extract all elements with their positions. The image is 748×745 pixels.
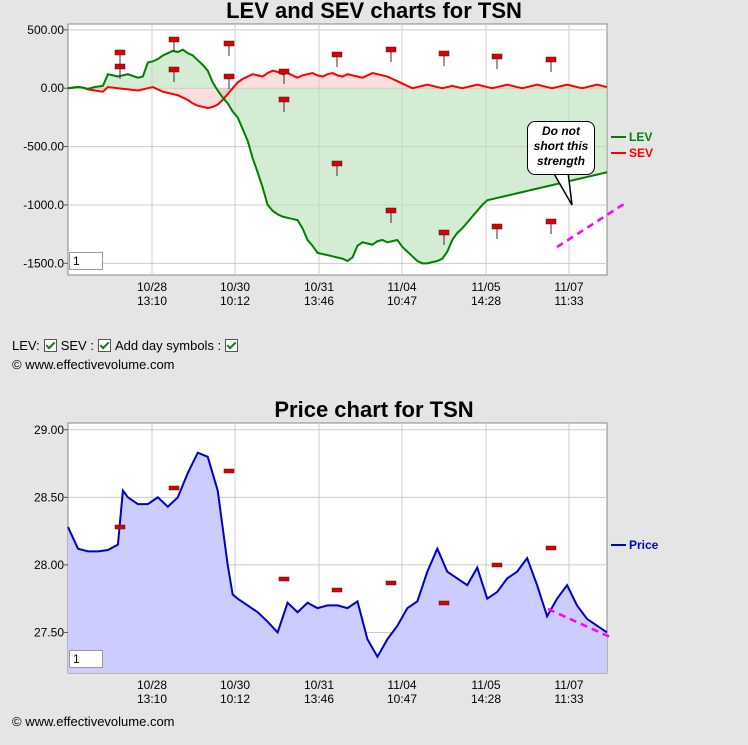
lev-area-fill (68, 49, 607, 264)
lev-xtick-label: 11/04 (387, 280, 416, 294)
price-chart-title: Price chart for TSN (274, 397, 474, 422)
day-symbols-checkbox[interactable] (225, 339, 239, 352)
price-xtick-label: 10/30 (220, 678, 250, 692)
day-symbol-flag (385, 46, 397, 53)
day-symbol-flag (168, 36, 180, 43)
day-symbol-flag (114, 49, 126, 56)
lev-ytick-label: 500.00 (27, 23, 64, 37)
callout-note: Do not short this strength (527, 121, 595, 175)
lev-xtick-label: 11/05 (471, 280, 500, 294)
day-symbol-flag (223, 468, 235, 474)
copyright-top: © www.effectivevolume.com (12, 357, 175, 372)
price-xtick-label: 11/05 (471, 678, 500, 692)
day-symbol-flag (223, 40, 235, 47)
price-xtick-label: 11:33 (554, 692, 583, 706)
lev-xtick-label: 10/31 (304, 280, 334, 294)
lev-xtick-label: 14:28 (471, 294, 501, 308)
day-symbol-flag (491, 562, 503, 568)
lev-zoom-input[interactable]: 1 (69, 252, 103, 270)
sev-checkbox-label: SEV : (60, 338, 94, 353)
lev-ytick-label: -1000.0 (23, 198, 64, 212)
lev-sev-chart-title: LEV and SEV charts for TSN (226, 0, 522, 23)
lev-ytick-label: -1500.0 (23, 256, 64, 270)
series-controls: LEV: SEV : Add day symbols : (12, 338, 239, 353)
copyright-bottom: © www.effectivevolume.com (12, 714, 175, 729)
day-symbol-flag (438, 229, 450, 236)
price-ytick-label: 27.50 (34, 625, 64, 639)
day-symbol-flag (223, 73, 235, 80)
sev-area-fill (68, 70, 607, 109)
callout-text: Do not short this strength (533, 124, 589, 168)
day-symbol-flag (168, 66, 180, 73)
price-zoom-input[interactable]: 1 (69, 650, 103, 668)
price-xtick-label: 13:46 (304, 692, 334, 706)
legend-price-label: Price (629, 538, 659, 552)
lev-xtick-label: 13:10 (137, 294, 167, 308)
legend-lev-label: LEV (629, 130, 652, 144)
day-symbol-flag (114, 63, 126, 70)
day-symbol-flag (545, 545, 557, 551)
lev-ytick-label: 0.00 (41, 81, 65, 95)
day-symbol-flag (331, 51, 343, 58)
price-ytick-label: 28.50 (34, 490, 64, 504)
day-symbol-flag (168, 485, 180, 491)
day-symbol-flag (438, 600, 450, 606)
price-xtick-label: 10:47 (387, 692, 417, 706)
lev-ytick-label: -500.00 (23, 140, 64, 154)
lev-xtick-label: 13:46 (304, 294, 334, 308)
price-xtick-label: 10:12 (220, 692, 250, 706)
day-symbol-flag (438, 50, 450, 57)
day-symbols-checkbox-label: Add day symbols : (114, 338, 222, 353)
lev-panel: 500.00 0.00 -500.00 -1000.0 -1500.0 10/2813:1… (23, 23, 608, 308)
price-xtick-label: 11/07 (554, 678, 583, 692)
day-symbol-flag (278, 96, 290, 103)
day-symbol-flag (331, 587, 343, 593)
day-symbol-flag (278, 576, 290, 582)
day-symbol-flag (385, 207, 397, 214)
sev-checkbox[interactable] (97, 339, 111, 352)
price-xtick-label: 10/28 (137, 678, 167, 692)
day-symbol-flag (385, 580, 397, 586)
legend-sev-label: SEV (629, 146, 653, 160)
price-xtick-label: 10/31 (304, 678, 334, 692)
lev-xtick-label: 10:12 (220, 294, 250, 308)
lev-trend-dashed-line (556, 202, 625, 249)
day-symbol-flag (331, 160, 343, 167)
price-ytick-label: 28.00 (34, 558, 64, 572)
day-symbol-flag (114, 524, 126, 530)
lev-checkbox-label: LEV: (12, 338, 40, 353)
day-symbol-flag (491, 53, 503, 60)
lev-xtick-label: 10/30 (220, 280, 250, 294)
day-symbol-flag (491, 223, 503, 230)
price-area-fill (68, 452, 607, 673)
lev-checkbox[interactable] (43, 339, 57, 352)
price-xtick-label: 14:28 (471, 692, 501, 706)
lev-xtick-label: 10/28 (137, 280, 167, 294)
price-ytick-label: 29.00 (34, 423, 64, 437)
price-xtick-label: 11/04 (387, 678, 416, 692)
lev-series-line (67, 48, 608, 265)
price-series-line (67, 451, 608, 659)
sev-series-line (67, 69, 608, 110)
lev-xtick-label: 11/07 (554, 280, 583, 294)
lev-xtick-label: 10:47 (387, 294, 417, 308)
price-xtick-label: 13:10 (137, 692, 167, 706)
lev-xtick-label: 11:33 (554, 294, 583, 308)
day-symbol-flag (545, 56, 557, 63)
day-symbol-flag (545, 218, 557, 225)
day-symbol-flag (278, 68, 290, 75)
